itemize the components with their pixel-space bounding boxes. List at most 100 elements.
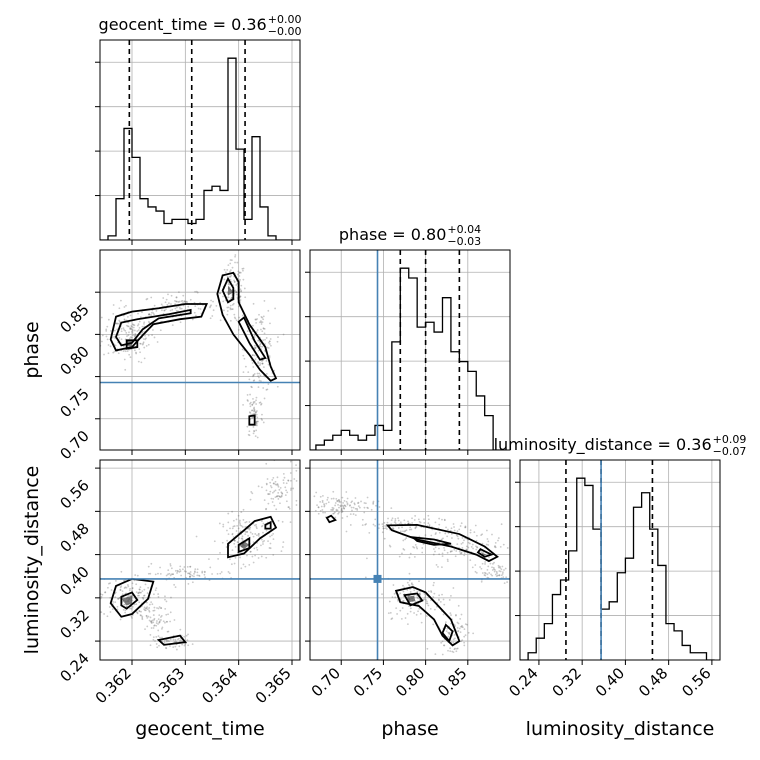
sample-point bbox=[157, 629, 160, 632]
sample-point bbox=[448, 632, 450, 635]
sample-point bbox=[144, 609, 147, 612]
sample-point bbox=[125, 324, 128, 327]
sample-point bbox=[384, 525, 386, 527]
title-upper-error: +0.04 bbox=[447, 223, 481, 236]
sample-point bbox=[240, 525, 243, 527]
sample-point bbox=[244, 296, 247, 299]
sample-point bbox=[168, 640, 170, 643]
sample-point bbox=[164, 301, 167, 304]
sample-point bbox=[209, 305, 212, 308]
sample-point bbox=[187, 572, 189, 575]
sample-point bbox=[501, 565, 504, 568]
sample-point bbox=[222, 295, 224, 298]
sample-point bbox=[438, 523, 441, 526]
sample-point bbox=[241, 537, 244, 540]
sample-point bbox=[157, 618, 160, 621]
sample-point bbox=[128, 331, 130, 334]
sample-point bbox=[346, 515, 349, 518]
sample-point bbox=[419, 593, 421, 596]
sample-point bbox=[240, 289, 243, 292]
sample-point bbox=[249, 550, 252, 553]
sample-point bbox=[350, 501, 353, 504]
sample-point bbox=[235, 291, 238, 294]
sample-point bbox=[413, 546, 416, 549]
sample-point bbox=[113, 350, 116, 353]
sample-point bbox=[119, 618, 122, 621]
sample-point bbox=[491, 574, 494, 577]
sample-point bbox=[153, 593, 155, 596]
sample-point bbox=[268, 340, 271, 343]
sample-point bbox=[183, 570, 186, 573]
sample-point bbox=[262, 315, 265, 318]
sample-point bbox=[172, 646, 175, 649]
sample-point bbox=[262, 421, 265, 424]
sample-point bbox=[464, 526, 467, 529]
sample-point bbox=[178, 300, 181, 303]
sample-point bbox=[285, 489, 288, 492]
sample-point bbox=[332, 508, 335, 511]
sample-point bbox=[109, 596, 112, 599]
sample-point bbox=[246, 531, 248, 533]
sample-point bbox=[472, 632, 475, 635]
sample-point bbox=[227, 281, 230, 284]
sample-point bbox=[231, 527, 234, 530]
sample-point bbox=[128, 353, 131, 356]
sample-point bbox=[129, 607, 131, 610]
sample-point bbox=[426, 600, 428, 603]
sample-point bbox=[234, 255, 236, 258]
sample-point bbox=[263, 327, 266, 330]
panel-luminosity_distance-luminosity_distance: 0.24 0.32 0.40 0.48 0.56 bbox=[505, 459, 721, 700]
sample-point bbox=[289, 521, 292, 524]
sample-point bbox=[440, 538, 443, 541]
sample-point bbox=[150, 621, 153, 624]
sample-point bbox=[475, 534, 478, 537]
sample-point bbox=[465, 548, 468, 551]
sample-point bbox=[421, 547, 424, 549]
sample-point bbox=[110, 589, 113, 591]
sample-point bbox=[438, 599, 440, 602]
sample-point bbox=[193, 570, 196, 573]
sample-point bbox=[276, 476, 279, 479]
sample-point bbox=[136, 594, 139, 597]
sample-point bbox=[204, 576, 206, 579]
sample-point bbox=[381, 531, 384, 534]
sample-point bbox=[449, 650, 452, 653]
sample-point bbox=[171, 324, 174, 327]
sample-point bbox=[230, 296, 233, 299]
sample-point bbox=[276, 340, 279, 343]
sample-point bbox=[236, 541, 239, 543]
sample-point bbox=[149, 620, 152, 623]
sample-point bbox=[143, 321, 146, 324]
sample-point bbox=[141, 618, 144, 621]
sample-point bbox=[253, 547, 256, 550]
sample-point bbox=[148, 321, 151, 324]
sample-point bbox=[167, 613, 169, 616]
sample-point bbox=[126, 325, 129, 328]
contour-line bbox=[476, 548, 494, 558]
contour-line bbox=[156, 634, 188, 646]
sample-point bbox=[228, 283, 231, 286]
sample-point bbox=[504, 567, 507, 570]
sample-point bbox=[450, 527, 453, 530]
sample-point bbox=[257, 339, 260, 342]
sample-point bbox=[178, 571, 181, 573]
sample-point bbox=[132, 324, 135, 326]
sample-point bbox=[419, 612, 422, 615]
sample-point bbox=[217, 558, 220, 560]
sample-point bbox=[106, 325, 109, 328]
sample-point bbox=[227, 283, 230, 286]
sample-point bbox=[486, 576, 489, 579]
sample-point bbox=[426, 647, 429, 650]
sample-point bbox=[229, 270, 231, 273]
sample-point bbox=[185, 300, 188, 303]
sample-point bbox=[153, 624, 155, 627]
sample-point bbox=[178, 645, 181, 648]
sample-point bbox=[252, 397, 254, 400]
sample-point bbox=[433, 581, 435, 584]
sample-point bbox=[104, 591, 107, 594]
sample-point bbox=[402, 584, 404, 587]
sample-point bbox=[255, 523, 257, 526]
sample-point bbox=[444, 621, 447, 624]
sample-point bbox=[196, 568, 199, 571]
sample-point bbox=[232, 525, 235, 528]
